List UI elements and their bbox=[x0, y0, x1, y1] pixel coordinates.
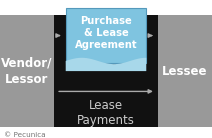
Text: Vendor/
Lessor: Vendor/ Lessor bbox=[1, 57, 53, 86]
Text: Lessee: Lessee bbox=[162, 65, 208, 78]
FancyBboxPatch shape bbox=[66, 8, 146, 63]
FancyBboxPatch shape bbox=[0, 0, 212, 15]
FancyBboxPatch shape bbox=[0, 15, 54, 127]
Text: © Pecunica: © Pecunica bbox=[4, 132, 46, 138]
FancyBboxPatch shape bbox=[54, 15, 158, 127]
Text: Lease
Payments: Lease Payments bbox=[77, 99, 135, 127]
Polygon shape bbox=[66, 58, 146, 71]
Text: Purchase
& Lease
Agreement: Purchase & Lease Agreement bbox=[75, 16, 137, 50]
FancyBboxPatch shape bbox=[158, 15, 212, 127]
